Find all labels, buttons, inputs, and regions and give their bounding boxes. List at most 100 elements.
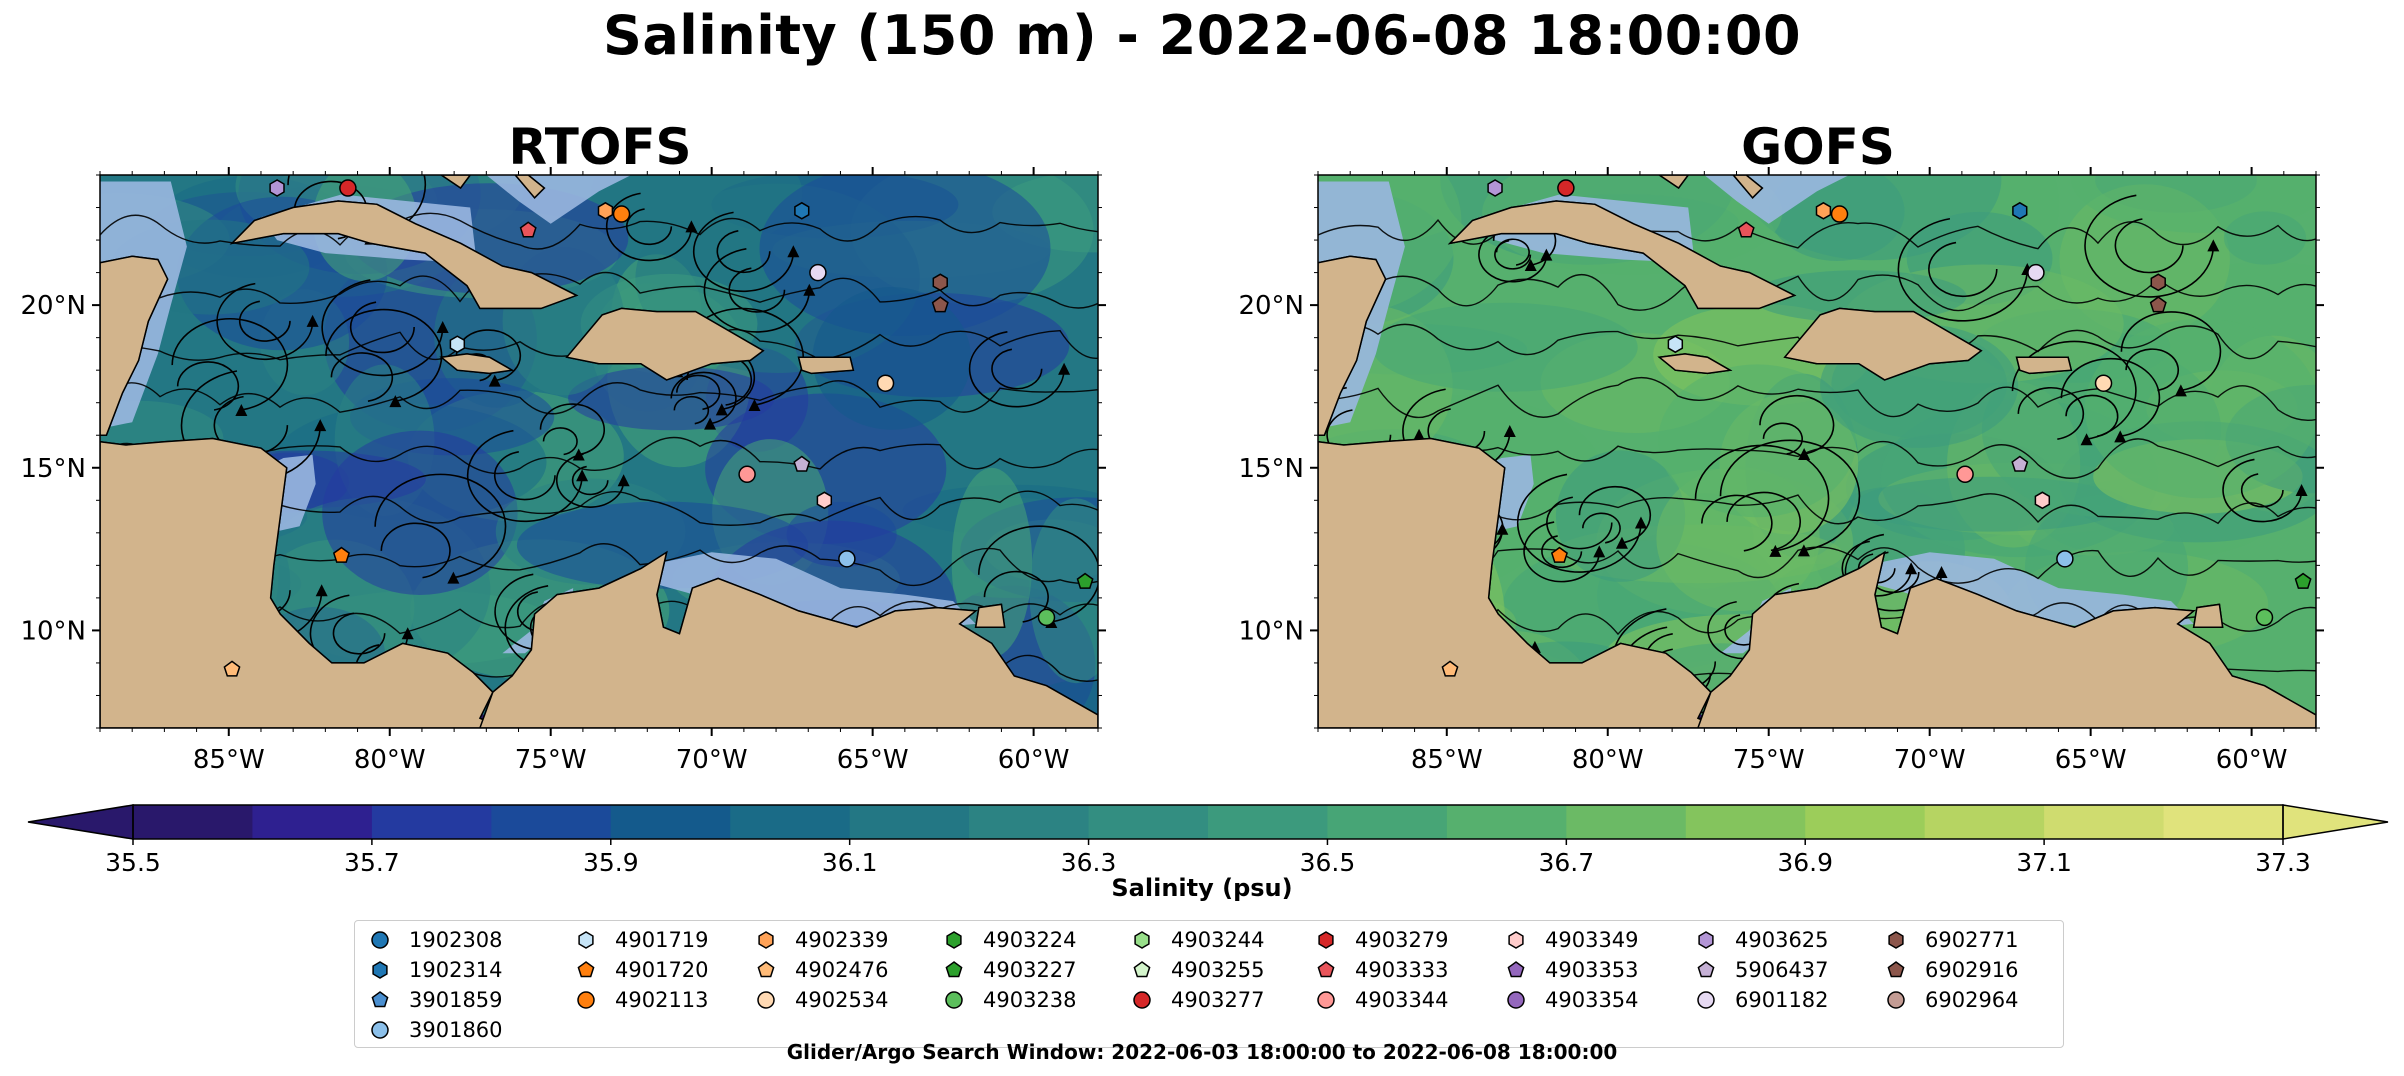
streamline: [239, 300, 291, 342]
streamline-arrow: [617, 474, 630, 487]
streamline: [2065, 394, 2119, 438]
legend-item: 4903224: [943, 925, 1077, 955]
colorbar-segment: [1805, 805, 1926, 839]
streamline: [673, 395, 710, 425]
float-marker-4901720: [1550, 546, 1568, 563]
streamline: [1694, 444, 1830, 552]
legend-item: 4903255: [1131, 955, 1265, 985]
legend-marker: [371, 931, 389, 949]
streamline-arrow: [748, 399, 761, 412]
streamline: [216, 282, 314, 361]
landmass: [1657, 353, 1733, 375]
legend-marker-icon: [578, 931, 594, 949]
streamline: [466, 429, 583, 523]
x-tick-label: 80°W: [1572, 745, 1644, 775]
legend-item: 4903238: [943, 985, 1077, 1015]
legend-marker: [1317, 961, 1335, 978]
streamline: [728, 267, 786, 313]
streamline-arrow: [1540, 248, 1553, 261]
legend-label: 4903224: [983, 928, 1077, 952]
float-marker-3901860: [838, 550, 856, 568]
legend-item: 4903227: [943, 955, 1077, 985]
colorbar-segment: [1208, 805, 1328, 839]
float-marker-4902534: [876, 374, 895, 392]
streamline: [2060, 357, 2161, 438]
streamline: [692, 211, 795, 293]
legend-marker: [1698, 931, 1714, 949]
legend-marker: [1888, 931, 1904, 949]
salinity-patch: [1555, 450, 1686, 582]
streamline-arrow: [1593, 545, 1606, 558]
landmass: [2192, 603, 2224, 628]
landmass: [514, 175, 546, 199]
landmass: [479, 550, 1098, 728]
streamline: [100, 271, 1098, 309]
legend-marker-icon: [945, 961, 963, 978]
streamline: [716, 229, 771, 274]
x-tick-label: 65°W: [837, 745, 909, 775]
legend-marker-icon: [371, 931, 389, 949]
colorbar-tick-label: 36.9: [1777, 848, 1833, 875]
legend-marker: [1887, 991, 1905, 1009]
legend-item: 6902771: [1885, 925, 2019, 955]
streamline: [542, 427, 578, 456]
landmass: [2015, 356, 2073, 375]
float-marker-6902771: [932, 273, 948, 292]
salinity-patch: [1029, 498, 1098, 684]
legend-label: 5906437: [1735, 958, 1829, 982]
float-marker-4902534: [2094, 374, 2113, 392]
streamline: [977, 525, 1098, 623]
legend-marker-icon: [1507, 991, 1525, 1009]
landmass: [1732, 175, 1764, 199]
legend-label: 4901719: [615, 928, 709, 952]
salinity-patch: [1658, 364, 1857, 518]
legend-marker-icon: [945, 991, 963, 1009]
colorbar-segment: [1924, 805, 2045, 839]
colorbar-tick-label: 36.7: [1538, 848, 1594, 875]
float-marker-4903227: [2294, 572, 2312, 589]
legend-marker-icon: [1888, 931, 1904, 949]
legend-marker-icon: [1507, 961, 1525, 978]
legend-marker-icon: [1317, 991, 1335, 1009]
streamline-arrow: [572, 448, 585, 461]
colorbar-segment: [371, 805, 492, 839]
map-panel-rtofs: 85°W 80°W 75°W 70°W 65°W 60°W 20°N 15°N 10°N: [20, 167, 1106, 775]
landmass: [1657, 175, 1690, 190]
float-marker-4902113: [1830, 205, 1849, 223]
legend-label: 6902771: [1925, 928, 2019, 952]
streamline: [539, 403, 605, 456]
float-marker-4903238: [2255, 608, 2274, 627]
streamline-arrow: [235, 404, 248, 417]
legend-label: 4903353: [1545, 958, 1639, 982]
legend-item: 3901859: [369, 985, 503, 1015]
map-panel-gofs: 85°W 80°W 75°W 70°W 65°W 60°W 20°N 15°N 10°N: [1238, 167, 2324, 775]
legend-item: 6901182: [1695, 985, 1829, 1015]
colorbar-segment: [133, 805, 253, 839]
landmass: [565, 307, 765, 381]
streamline: [605, 192, 693, 262]
legend-marker-icon: [1887, 961, 1905, 978]
x-tick-label: 85°W: [193, 745, 265, 775]
legend-label: 4903333: [1355, 958, 1449, 982]
float-marker-4901720: [332, 546, 350, 563]
legend-marker: [1697, 991, 1715, 1009]
streamline: [1318, 438, 2316, 479]
streamline-arrow: [1634, 516, 1647, 529]
legend-marker: [577, 991, 595, 1009]
streamline-arrow: [1935, 566, 1948, 579]
landmass: [1783, 307, 1983, 381]
streamline: [1582, 512, 1621, 544]
colorbar-extend-low: [27, 804, 134, 840]
landmass: [1447, 200, 1797, 310]
legend-label: 4903354: [1545, 988, 1639, 1012]
float-marker-4903349: [2034, 491, 2051, 510]
x-tick-label: 60°W: [998, 745, 1070, 775]
colorbar: 35.5 35.7 35.9 36.1 36.3 36.5 36.7 36.9 37.1 37.3: [27, 804, 2389, 875]
legend-marker-icon: [372, 961, 388, 979]
float-marker-6902771: [2150, 273, 2166, 292]
legend-item: 4903349: [1505, 925, 1639, 955]
x-tick-label: 75°W: [1733, 745, 1805, 775]
float-marker-6902916: [931, 296, 949, 313]
shallow-shelf: [389, 175, 632, 224]
streamline-arrow: [314, 419, 327, 432]
